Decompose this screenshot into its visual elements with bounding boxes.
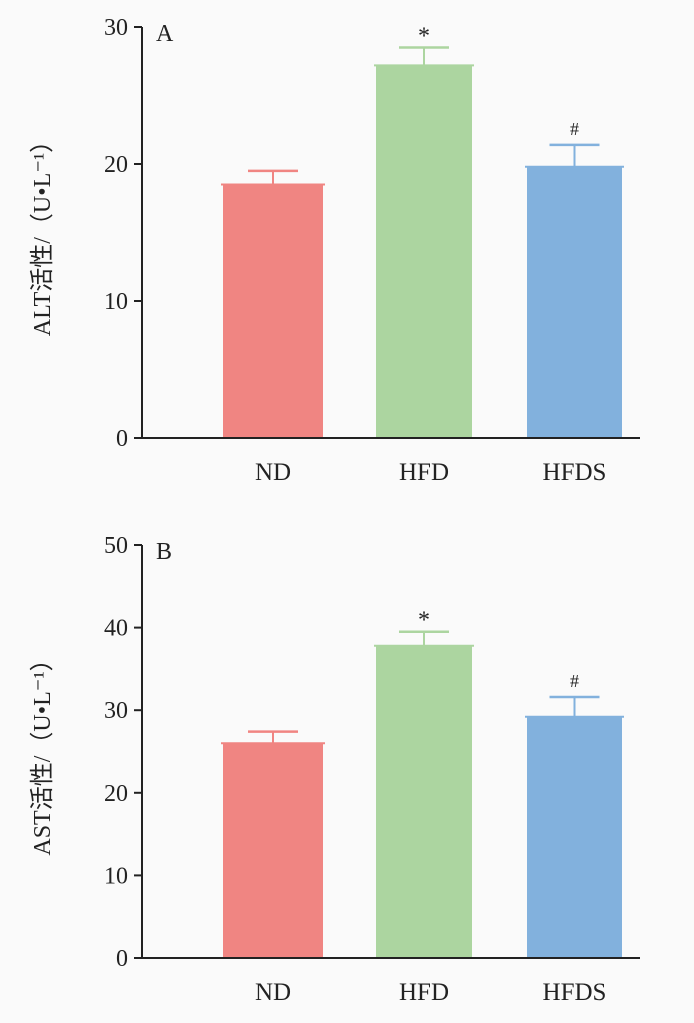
significance-marker: # [570,671,579,691]
y-tick-label: 40 [104,616,128,642]
significance-marker: # [570,119,579,139]
bar-hfds [527,716,622,958]
x-tick-label: ND [255,979,291,1006]
y-tick-label: 0 [116,426,128,452]
bar-nd [223,184,323,438]
bar-hfds [527,166,622,439]
y-tick-label: 0 [116,946,128,972]
x-tick-label: HFDS [543,459,607,486]
significance-marker: * [418,24,430,50]
y-axis-label: AST活性/（U•L⁻¹） [29,647,56,855]
y-tick-label: 10 [104,863,128,889]
x-tick-label: HFD [399,459,449,486]
x-tick-label: ND [255,459,291,486]
y-tick-label: 30 [104,698,128,724]
y-tick-label: 10 [104,289,128,315]
bar-hfd [376,645,472,958]
y-tick-label: 50 [104,533,128,559]
panel-b: ND * HFD # HFDS 0 10 20 30 40 50 B AST活性/（U•L⁻¹） [29,533,640,1006]
panel-label: A [156,21,174,47]
significance-marker: * [418,608,430,634]
bar-nd [223,743,323,958]
y-tick-label: 30 [104,15,128,41]
panel-label: B [156,539,172,565]
x-tick-label: HFD [399,979,449,1006]
x-tick-label: HFDS [543,979,607,1006]
y-tick-label: 20 [104,781,128,807]
panel-a: ND * HFD # HFDS 0 10 20 30 A ALT活性/（U•L⁻¹） [29,15,640,486]
y-tick-label: 20 [104,152,128,178]
y-axis-label: ALT活性/（U•L⁻¹） [29,129,56,336]
bar-hfd [376,65,472,439]
